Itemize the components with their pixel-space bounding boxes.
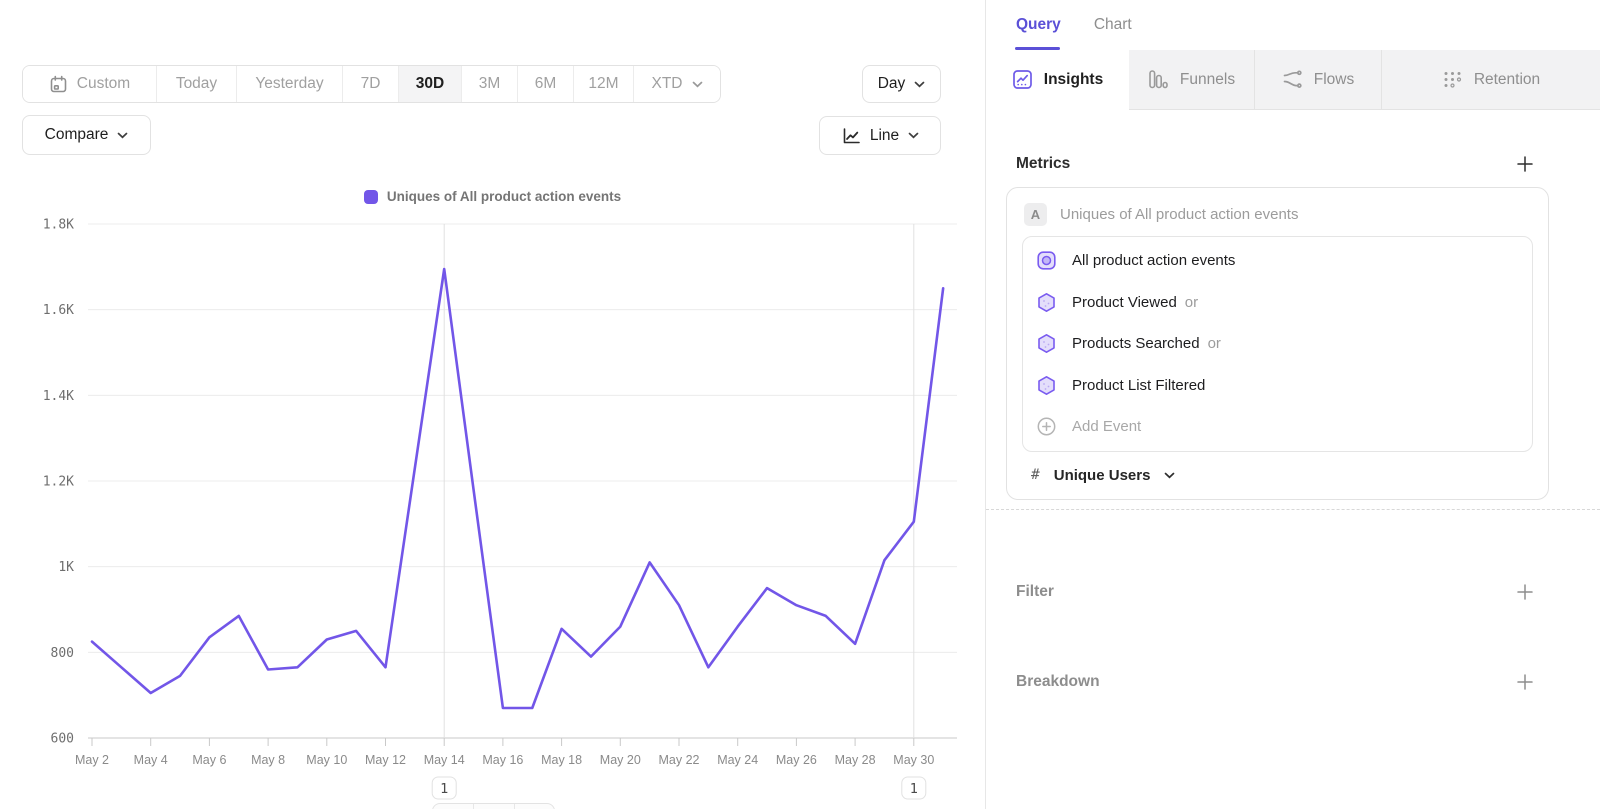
event-hexagon-icon (1038, 375, 1055, 395)
y-tick-label: 600 (51, 732, 74, 747)
metric-series-row[interactable]: A Uniques of All product action events (1022, 201, 1533, 236)
annotation-badge[interactable] (901, 776, 927, 800)
chevron-down-icon (908, 132, 919, 139)
annotation-badge[interactable] (431, 776, 457, 800)
line-chart-icon (843, 127, 860, 143)
event-hexagon-icon (1038, 292, 1055, 312)
y-tick-label: 1.2K (43, 475, 74, 490)
query-panel: Query Chart Insights (985, 0, 1600, 809)
event-row-product-list-filtered[interactable]: Product List Filtered (1036, 365, 1519, 407)
x-tick-label: May 2 (75, 753, 109, 767)
annotation-badge-label: 1 (910, 781, 918, 797)
section-divider (986, 509, 1600, 510)
x-tick-label: May 4 (134, 753, 168, 767)
circle-plus-icon (1037, 417, 1056, 436)
event-row-all-product-action-events[interactable]: All product action events (1036, 240, 1519, 282)
tab-query[interactable]: Query (1015, 0, 1061, 50)
tab-chart[interactable]: Chart (1093, 16, 1132, 33)
x-tick-label: May 28 (835, 753, 876, 767)
tab-funnels[interactable]: Funnels (1129, 50, 1254, 110)
funnels-icon (1149, 70, 1168, 89)
hash-icon: # (1031, 467, 1040, 483)
tab-retention[interactable]: Retention (1381, 50, 1600, 110)
series-line (90, 267, 945, 710)
x-tick-label: May 14 (424, 753, 465, 767)
y-tick-label: 1.4K (43, 389, 74, 404)
add-filter-button[interactable] (1516, 583, 1534, 601)
x-tick-label: May 6 (192, 753, 226, 767)
granularity-dropdown[interactable]: Day (862, 65, 941, 103)
filter-heading: Filter (1016, 583, 1054, 600)
chart-footer-control-partial[interactable] (432, 803, 555, 809)
date-range-custom[interactable]: Custom (23, 66, 156, 102)
metrics-heading: Metrics (1016, 155, 1071, 172)
chevron-down-icon (914, 81, 925, 87)
chart-type-dropdown[interactable]: Line (819, 116, 941, 155)
y-tick-label: 1K (58, 560, 74, 575)
event-row-products-searched[interactable]: Products Searched or (1036, 323, 1519, 365)
x-tick-label: May 10 (306, 753, 347, 767)
y-tick-label: 1.6K (43, 303, 74, 318)
date-range-control: Custom Today Yesterday 7D 30D 3M 6M 12M … (22, 65, 721, 103)
flows-icon (1283, 70, 1302, 88)
y-tick-label: 800 (51, 646, 74, 661)
date-range-3m[interactable]: 3M (461, 66, 517, 102)
date-range-12m[interactable]: 12M (573, 66, 633, 102)
line-chart[interactable]: 600 800 1K 1.2K 1.4K 1.6K 1.8K May 2 May 4 May 6 M… (0, 0, 985, 809)
date-range-xtd[interactable]: XTD (633, 66, 720, 102)
retention-icon (1444, 72, 1461, 88)
series-letter-badge: A (1024, 203, 1047, 226)
insights-icon (1012, 70, 1032, 89)
annotation-badge-label: 1 (440, 781, 448, 797)
date-range-30d[interactable]: 30D (398, 66, 461, 102)
custom-event-icon (1037, 251, 1056, 270)
x-tick-label: May 16 (482, 753, 523, 767)
add-metric-button[interactable] (1516, 155, 1534, 173)
breakdown-heading: Breakdown (1016, 673, 1100, 690)
event-row-product-viewed[interactable]: Product Viewed or (1036, 282, 1519, 324)
add-event-button[interactable]: Add Event (1036, 406, 1519, 448)
tab-flows[interactable]: Flows (1254, 50, 1381, 110)
x-tick-label: May 24 (717, 753, 758, 767)
chart-legend: Uniques of All product action events (0, 189, 985, 204)
x-tick-label: May 20 (600, 753, 641, 767)
series-title: Uniques of All product action events (1060, 206, 1299, 223)
x-tick-label: May 12 (365, 753, 406, 767)
x-tick-label: May 30 (893, 753, 934, 767)
x-tick-label: May 18 (541, 753, 582, 767)
y-tick-label: 1.8K (43, 218, 74, 233)
metric-card: A Uniques of All product action events A… (1006, 187, 1549, 500)
add-breakdown-button[interactable] (1516, 673, 1534, 691)
x-tick-label: May 8 (251, 753, 285, 767)
aggregation-dropdown[interactable]: # Unique Users (1022, 452, 1533, 487)
legend-swatch (363, 189, 378, 204)
calendar-icon (50, 75, 67, 92)
query-builder: Metrics A Uniques of All product action … (986, 110, 1600, 809)
date-range-7d[interactable]: 7D (342, 66, 398, 102)
legend-label: Uniques of All product action events (386, 189, 622, 204)
panel-tab-bar: Query Chart (986, 0, 1600, 50)
event-hexagon-icon (1038, 334, 1055, 354)
date-range-6m[interactable]: 6M (517, 66, 573, 102)
tab-insights[interactable]: Insights (986, 50, 1129, 110)
date-range-yesterday[interactable]: Yesterday (236, 66, 342, 102)
chart-area: Custom Today Yesterday 7D 30D 3M 6M 12M … (0, 0, 985, 809)
chevron-down-icon (118, 132, 128, 138)
x-tick-label: May 26 (776, 753, 817, 767)
report-tab-bar: Insights Funnels Flows (986, 50, 1600, 110)
compare-dropdown[interactable]: Compare (22, 115, 151, 155)
chevron-down-icon (1165, 472, 1175, 478)
date-range-label: Custom (76, 75, 131, 92)
chevron-down-icon (692, 81, 702, 87)
date-range-today[interactable]: Today (156, 66, 236, 102)
events-group: All product action events Product Viewed… (1022, 236, 1533, 452)
x-tick-label: May 22 (659, 753, 700, 767)
